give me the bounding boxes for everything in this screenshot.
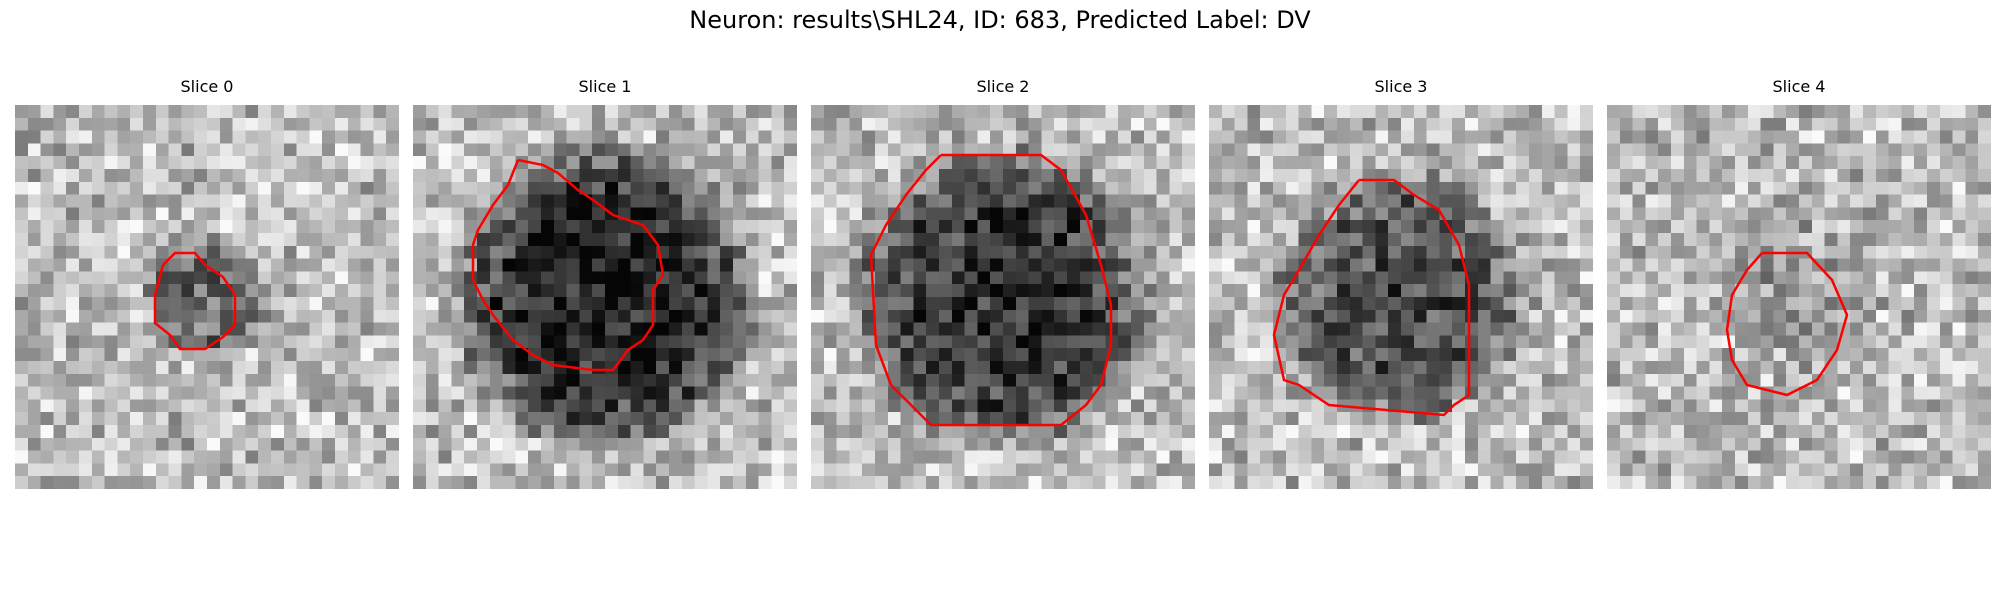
grayscale-slice-canvas	[1209, 105, 1593, 489]
segmentation-contour	[1725, 251, 1849, 397]
grayscale-slice-canvas	[1607, 105, 1991, 489]
slice-title: Slice 3	[1374, 77, 1428, 96]
segmentation-contour	[471, 158, 665, 372]
slice-image	[1607, 105, 1991, 489]
grayscale-slice-canvas	[413, 105, 797, 489]
slice-panel-0: Slice 0	[15, 77, 399, 489]
segmentation-contour	[869, 153, 1113, 427]
slice-image	[413, 105, 797, 489]
slice-panel-1: Slice 1	[413, 77, 797, 489]
contour-line	[1272, 178, 1471, 417]
slice-title: Slice 1	[578, 77, 632, 96]
figure-title: Neuron: results\SHL24, ID: 683, Predicte…	[689, 6, 1311, 34]
slice-title: Slice 2	[976, 77, 1030, 96]
contour-line	[869, 153, 1113, 427]
segmentation-contour	[153, 251, 237, 351]
slice-title: Slice 4	[1772, 77, 1826, 96]
slice-image	[1209, 105, 1593, 489]
grayscale-slice-canvas	[15, 105, 399, 489]
slice-image	[15, 105, 399, 489]
contour-line	[471, 158, 665, 372]
contour-line	[1725, 251, 1849, 397]
segmentation-contour	[1272, 178, 1471, 417]
slice-panel-3: Slice 3	[1209, 77, 1593, 489]
contour-line	[153, 251, 237, 351]
slice-panel-2: Slice 2	[811, 77, 1195, 489]
slice-panel-4: Slice 4	[1607, 77, 1991, 489]
slice-image	[811, 105, 1195, 489]
slice-title: Slice 0	[180, 77, 234, 96]
